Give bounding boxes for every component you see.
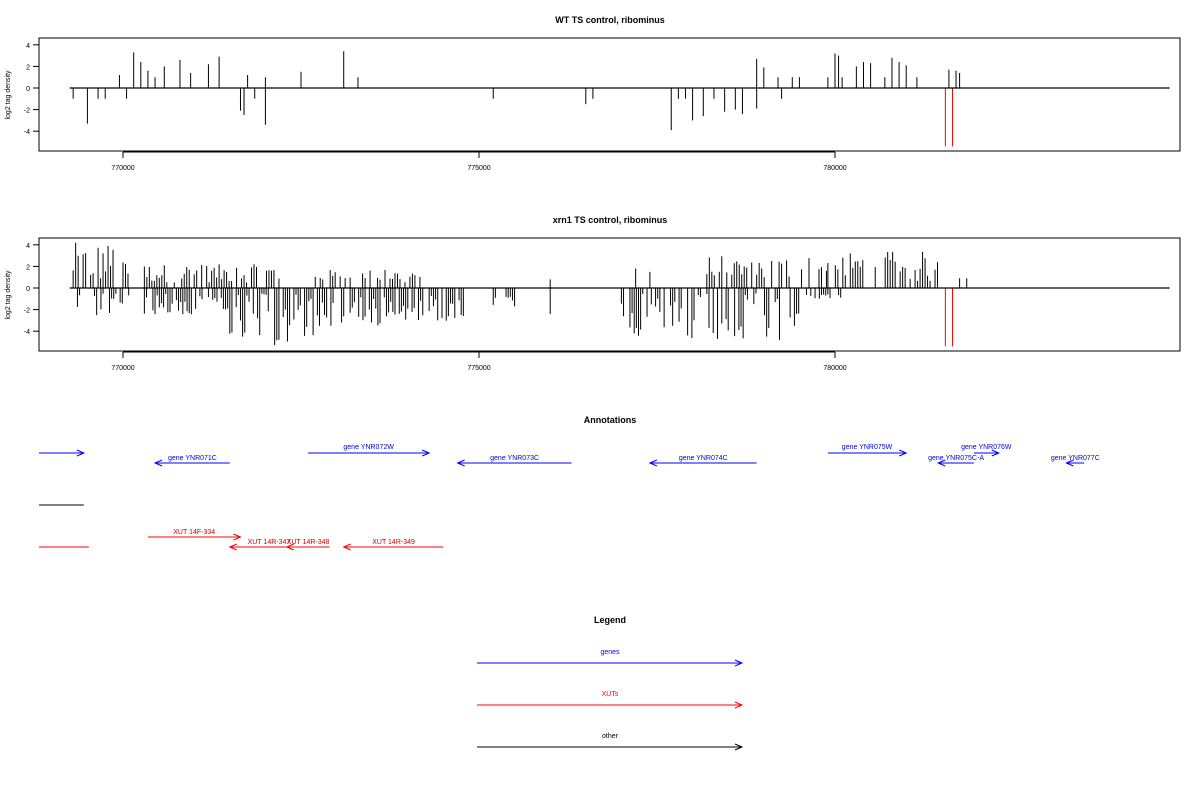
arrow-head [228,543,237,551]
panel-wt: WT TS control, ribominus -4 -2 0 2 4 log2 ta… [5,15,1181,172]
panel-xrn1-title: xrn1 TS control, ribominus [553,215,668,225]
legend-label: genes [600,649,620,656]
y-tick-label: 2 [26,264,30,271]
legend-title: Legend [594,615,626,625]
annotations-genes: gene YNR071C gene YNR072W gene YNR073C gene… [39,444,1100,467]
panel-xrn1-ylabel: log2 tag density [5,270,12,320]
y-tick-label: 2 [26,64,30,71]
arrow-head [734,701,744,709]
arrow-head [734,743,744,751]
x-tick-label: 775000 [467,165,490,172]
xut-label: XUT 14R-348 [287,539,330,546]
x-tick-label: 770000 [111,165,134,172]
gene-label: gene YNR073C [490,455,539,462]
panel-xrn1-x-axis: 770000 775000 780000 [111,351,847,372]
gene-label: gene YNR074C [679,455,728,462]
y-tick-label: -2 [24,108,30,115]
panel-wt-x-axis: 770000 775000 780000 [111,151,847,172]
panel-wt-frame [38,37,1181,152]
arrow-head [936,459,946,467]
arrow-head [648,459,658,467]
panel-xrn1-y-axis: -4 -2 0 2 4 [24,243,40,336]
xut-label: XUT 14R-347 [248,539,291,546]
gene-label: gene YNR075W [842,444,893,451]
gene-label: gene YNR071C [168,455,217,462]
arrow-head [233,533,242,541]
xut-label: XUT 14F-334 [173,529,215,536]
arrow-head [342,543,351,551]
gene-label: gene YNR076W [961,444,1012,451]
gene-label: gene YNR075C-A [928,455,984,462]
panel-wt-ylabel: log2 tag density [5,70,12,120]
y-tick-label: 0 [26,286,30,293]
legend-label: other [602,733,619,740]
x-tick-label: 770000 [111,365,134,372]
annotations-title: Annotations [584,415,637,425]
panel-xrn1-bars [69,242,1170,347]
gene-label: gene YNR077C [1051,455,1100,462]
panel-wt-y-axis: -4 -2 0 2 4 [24,43,40,136]
arrow-head [456,459,465,467]
legend: Legend genes XUTs other [477,615,744,751]
arrow-head [285,543,294,551]
y-tick-label: 4 [26,243,30,250]
arrow-head [899,449,908,457]
y-tick-label: -2 [24,308,30,315]
panel-wt-title: WT TS control, ribominus [555,15,665,25]
gene-label: gene YNR072W [343,444,394,451]
y-tick-label: 0 [26,86,30,93]
panel-wt-bars [69,51,1170,147]
arrow-head [421,449,431,457]
arrow-head [991,449,1001,457]
arrow-head [734,659,744,667]
arrow-head [76,449,86,457]
legend-label: XUTs [602,691,619,698]
y-tick-label: -4 [24,129,30,136]
arrow-head [153,459,163,467]
panel-xrn1-frame [38,237,1181,352]
y-tick-label: 4 [26,43,30,50]
x-tick-label: 780000 [823,165,846,172]
y-tick-label: -4 [24,329,30,336]
legend-items: genes XUTs other [477,649,744,751]
x-tick-label: 775000 [467,365,490,372]
xut-label: XUT 14R-349 [372,539,415,546]
x-tick-label: 780000 [823,365,846,372]
arrow-head [1065,459,1074,467]
panel-xrn1: xrn1 TS control, ribominus -4 -2 0 2 4 log2 … [5,215,1181,372]
